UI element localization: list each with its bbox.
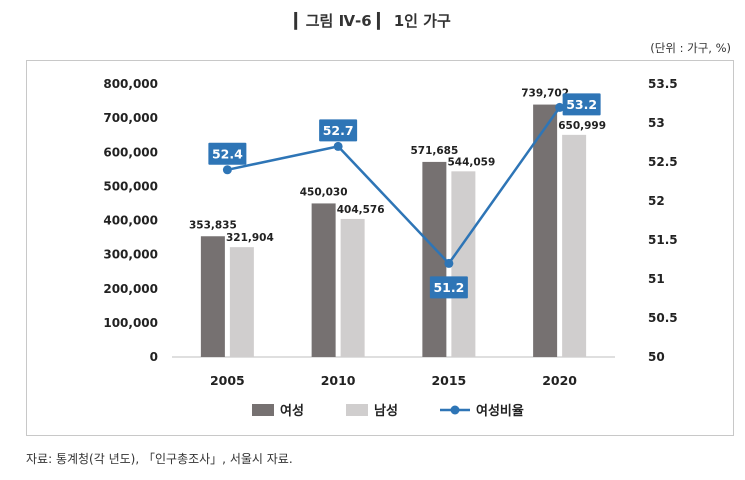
- y-left-tick-label: 600,000: [103, 145, 158, 159]
- chart-frame: [26, 60, 734, 436]
- source-note: 자료: 통계청(각 년도), 「인구총조사」, 서울시 자료.: [26, 452, 293, 466]
- bar-male: [562, 134, 587, 357]
- bar-female: [422, 161, 447, 357]
- bar-male-label: 650,999: [558, 120, 606, 132]
- ratio-point: [222, 165, 232, 175]
- unit-label: (단위 : 가구, %): [650, 41, 731, 55]
- x-tick-label: 2020: [542, 373, 577, 388]
- ratio-point: [555, 102, 565, 112]
- y-left-tick-label: 400,000: [103, 214, 158, 228]
- y-right-tick-label: 51.5: [648, 233, 678, 247]
- ratio-point: [444, 258, 454, 268]
- y-left-tick-label: 300,000: [103, 248, 158, 262]
- y-left-tick-label: 0: [150, 350, 158, 364]
- bar-male-label: 404,576: [337, 204, 385, 216]
- bar-female: [533, 104, 558, 357]
- chart-title: ▎그림 Ⅳ-6 ▎ 1인 가구: [294, 12, 451, 30]
- ratio-label: 51.2: [433, 280, 464, 295]
- y-right-tick-label: 53.5: [648, 77, 678, 91]
- y-left-tick-label: 800,000: [103, 77, 158, 91]
- bar-female: [200, 236, 225, 357]
- y-right-tick-label: 52: [648, 194, 665, 208]
- y-right-tick-label: 51: [648, 272, 665, 286]
- legend-marker-ratio: [450, 405, 460, 415]
- x-tick-label: 2010: [321, 373, 356, 388]
- legend-swatch-male: [346, 404, 368, 416]
- ratio-label-box: [319, 119, 358, 142]
- legend-swatch-female: [252, 404, 274, 416]
- legend-label-ratio: 여성비율: [476, 403, 524, 419]
- legend-label-female: 여성: [280, 403, 304, 419]
- ratio-label-box: [208, 142, 247, 165]
- bar-female-label: 450,030: [300, 186, 348, 198]
- bar-male: [451, 171, 476, 357]
- y-right-tick-label: 50: [648, 350, 665, 364]
- x-tick-label: 2015: [431, 373, 466, 388]
- bar-female-label: 739,702: [521, 88, 569, 100]
- y-left-tick-label: 100,000: [103, 316, 158, 330]
- y-right-tick-label: 50.5: [648, 311, 678, 325]
- bar-female-label: 571,685: [410, 145, 458, 157]
- x-tick-label: 2005: [210, 373, 245, 388]
- ratio-label-box: [562, 93, 601, 116]
- ratio-label: 52.7: [323, 123, 354, 138]
- ratio-label: 52.4: [212, 146, 243, 161]
- bar-female-label: 353,835: [189, 219, 237, 231]
- bar-female: [311, 203, 336, 357]
- ratio-point: [333, 141, 343, 151]
- ratio-line: [227, 106, 561, 266]
- y-right-tick-label: 53: [648, 116, 665, 130]
- bar-male: [229, 247, 254, 357]
- bar-male: [340, 218, 365, 357]
- y-left-tick-label: 500,000: [103, 179, 158, 193]
- ratio-label: 53.2: [566, 97, 597, 112]
- bar-male-label: 544,059: [447, 156, 495, 168]
- y-left-tick-label: 200,000: [103, 282, 158, 296]
- y-right-tick-label: 52.5: [648, 155, 678, 169]
- y-left-tick-label: 700,000: [103, 111, 158, 125]
- legend-label-male: 남성: [374, 403, 398, 419]
- ratio-label-box: [429, 276, 468, 299]
- bar-male-label: 321,904: [226, 232, 274, 244]
